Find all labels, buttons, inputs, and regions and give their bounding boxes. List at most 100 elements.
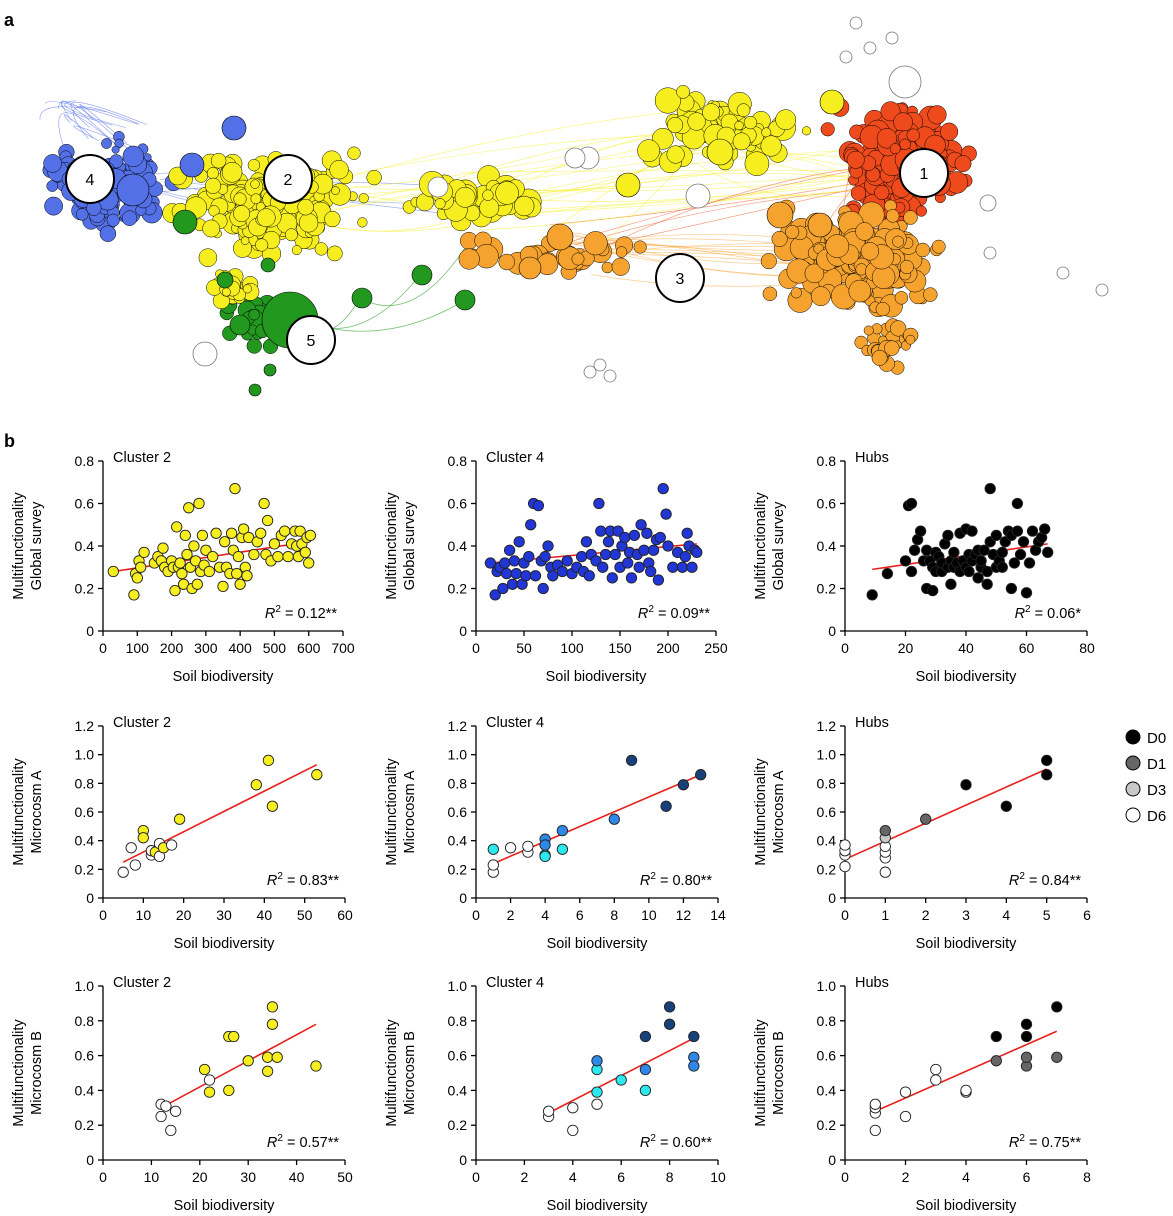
- data-point: [679, 550, 691, 563]
- data-point: [176, 567, 188, 580]
- r-squared-label: R2 = 0.83**: [267, 871, 339, 889]
- data-point: [556, 843, 569, 855]
- x-tick-label: 20: [192, 1169, 208, 1185]
- data-point: [996, 546, 1008, 559]
- data-point: [303, 557, 315, 569]
- y-tick-label: 1.0: [75, 747, 95, 763]
- y-tick-label: 0.8: [75, 1013, 95, 1029]
- y-tick-label: 1.0: [75, 978, 95, 994]
- data-point: [622, 557, 634, 569]
- data-point: [599, 548, 612, 561]
- data-point: [1014, 548, 1027, 561]
- data-point: [879, 824, 891, 837]
- data-point: [258, 497, 270, 510]
- y-axis-label-line2: Microcosm B: [771, 1031, 787, 1115]
- legend-swatch-d1: [1125, 755, 1141, 771]
- data-point: [129, 859, 141, 871]
- data-point: [606, 572, 618, 584]
- data-point: [930, 1074, 942, 1086]
- data-point: [619, 531, 631, 544]
- y-axis-label-line1: Multifunctionality: [753, 758, 769, 866]
- data-point: [542, 540, 554, 552]
- y-tick-label: 0.4: [448, 833, 468, 849]
- data-point: [501, 567, 513, 580]
- points: [869, 1001, 1063, 1137]
- plot-title: Cluster 2: [113, 975, 171, 991]
- x-tick-label: 40: [958, 640, 974, 656]
- data-point: [261, 514, 274, 527]
- data-point: [966, 525, 978, 537]
- panel-label-b: b: [4, 431, 15, 451]
- plot-6: 0 1 2 3 4 5 6 0 0.2 0.4 0.6 0.8 1.0 1.2 Hubs Soil biodi…: [753, 715, 1091, 952]
- x-tick-label: 10: [136, 907, 152, 923]
- x-axis-label: Soil biodiversity: [174, 936, 275, 952]
- axes: [471, 725, 719, 903]
- y-tick-label: 0.6: [817, 1048, 837, 1064]
- data-point: [489, 589, 501, 601]
- y-tick-label: 0.4: [75, 538, 95, 554]
- cluster-marker-5: 5: [286, 315, 336, 365]
- data-point: [207, 550, 219, 563]
- y-tick-label: 0: [459, 890, 467, 906]
- data-point: [595, 525, 607, 537]
- legend-item-d3: D3: [1125, 781, 1166, 799]
- data-point: [1026, 525, 1039, 537]
- data-point: [203, 1074, 216, 1086]
- plot-title: Hubs: [855, 450, 889, 466]
- legend-item-d0: D0: [1125, 729, 1166, 747]
- y-axis-label-line2: Microcosm B: [402, 1031, 418, 1115]
- y-tick-label: 0: [828, 623, 836, 639]
- data-point: [484, 557, 497, 569]
- x-tick-label: 8: [1083, 1169, 1091, 1185]
- x-tick-label: 6: [1023, 1169, 1031, 1185]
- data-point: [602, 536, 615, 548]
- y-tick-label: 0.6: [448, 496, 468, 512]
- legend-swatch-d6: [1125, 807, 1141, 823]
- data-point: [676, 561, 689, 573]
- axes: [471, 460, 717, 636]
- data-point: [165, 1124, 177, 1137]
- data-point: [169, 1105, 182, 1117]
- y-axis-label-line1: Multifunctionality: [384, 758, 400, 866]
- x-tick-label: 10: [641, 907, 657, 923]
- y-tick-label: 0.4: [448, 1082, 468, 1098]
- plot-4: 0 10 20 30 40 50 60 0 0.2 0.4 0.6 0.8 1.0 1.2 Cluster …: [11, 715, 353, 952]
- y-axis-label-line2: Microcosm A: [771, 770, 787, 853]
- data-point: [174, 557, 186, 569]
- data-point: [539, 839, 551, 851]
- data-point: [625, 572, 638, 584]
- y-tick-label: 0.6: [75, 804, 95, 820]
- data-point: [691, 546, 703, 559]
- data-point: [927, 584, 939, 597]
- points: [542, 1001, 700, 1137]
- data-point: [1008, 557, 1021, 569]
- cluster-label-3: 3: [676, 271, 685, 288]
- data-point: [279, 525, 291, 537]
- y-axis-label-line1: Multifunctionality: [384, 492, 400, 600]
- data-point: [228, 1030, 240, 1043]
- data-point: [647, 544, 660, 556]
- data-point: [1005, 582, 1018, 595]
- data-point: [532, 499, 545, 512]
- data-point: [255, 527, 267, 539]
- y-axis-label-line1: Multifunctionality: [11, 492, 27, 600]
- data-point: [990, 529, 1002, 542]
- data-point: [294, 525, 306, 537]
- y-axis-label-line1: Multifunctionality: [384, 1019, 400, 1127]
- points: [866, 482, 1054, 601]
- data-point: [229, 482, 241, 495]
- y-tick-label: 0.8: [817, 1013, 837, 1029]
- x-tick-label: 8: [610, 907, 618, 923]
- y-axis-label-line2: Microcosm A: [402, 770, 418, 853]
- y-axis-label-line2: Global survey: [29, 501, 45, 590]
- plot-2: 0 50 100 150 200 250 0 0.2 0.4 0.6 0.8 Cluster 4 Soi…: [384, 450, 728, 685]
- data-point: [556, 824, 569, 837]
- data-point: [663, 1001, 676, 1013]
- data-point: [639, 1030, 652, 1043]
- data-point: [1011, 525, 1024, 537]
- data-point: [539, 550, 551, 563]
- data-point: [513, 536, 525, 548]
- data-point: [945, 578, 957, 590]
- y-tick-label: 1.2: [448, 718, 468, 734]
